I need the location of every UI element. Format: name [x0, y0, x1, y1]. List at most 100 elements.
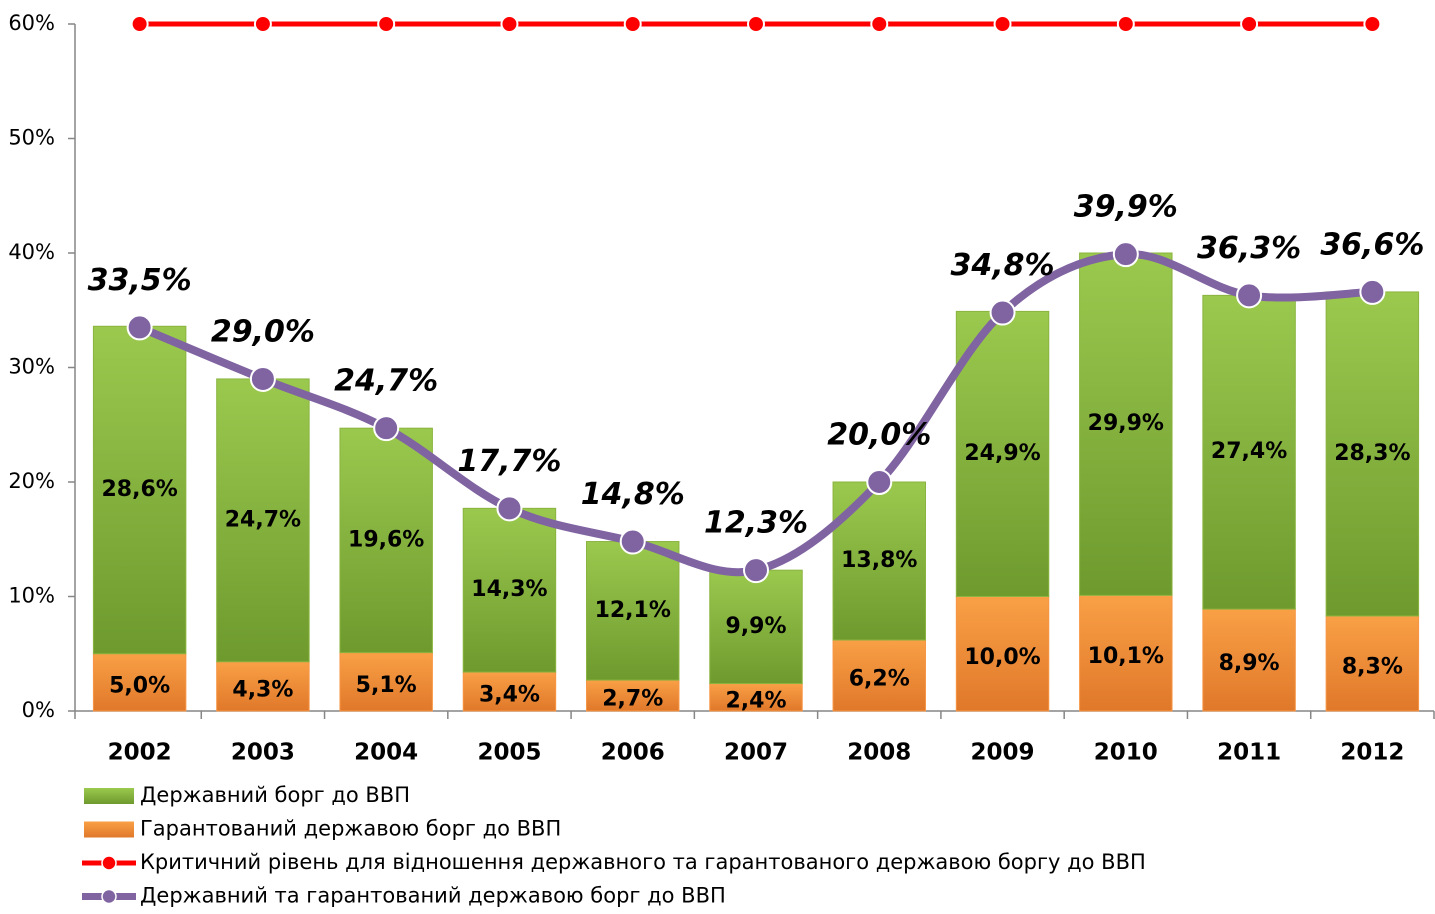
bar-value-label: 5,1% [356, 673, 417, 698]
bar-value-label: 4,3% [232, 677, 293, 702]
x-tick-label: 2006 [601, 740, 665, 766]
bar-value-label: 3,4% [479, 683, 540, 708]
line-marker [1359, 278, 1386, 305]
bar-value-label: 29,9% [1088, 411, 1164, 436]
line-marker [1363, 15, 1382, 33]
line-marker [500, 15, 519, 33]
line-value-label: 36,3% [1197, 231, 1301, 266]
x-tick-label: 2011 [1217, 740, 1281, 766]
bar-segment [216, 378, 310, 663]
bar-segment [709, 683, 803, 712]
bar-value-label: 27,4% [1211, 439, 1287, 464]
line-marker [870, 15, 889, 33]
bar-segment [586, 679, 680, 712]
bar-segment [709, 569, 803, 685]
bar-value-label: 24,9% [964, 441, 1040, 466]
bar-value-label: 6,2% [849, 667, 910, 692]
line-value-label: 12,3% [704, 506, 808, 541]
x-tick-label: 2003 [231, 740, 295, 766]
legend-label: Державний борг до ВВП [140, 783, 410, 807]
x-tick-label: 2004 [354, 740, 418, 766]
bar-value-label: 24,7% [225, 507, 301, 532]
x-tick-label: 2009 [971, 740, 1035, 766]
line-marker [623, 15, 642, 33]
legend-label: Державний та гарантований державою борг … [140, 884, 726, 908]
bar-value-label: 28,6% [101, 477, 177, 502]
bar-segment [92, 325, 187, 655]
bar-value-label: 2,7% [602, 687, 663, 712]
line-value-label: 36,6% [1320, 227, 1424, 262]
legend-swatch [84, 821, 134, 838]
bar-value-label: 5,0% [109, 673, 170, 698]
x-tick-label: 2005 [477, 740, 541, 766]
line-value-label: 34,8% [951, 248, 1055, 283]
line-marker [989, 299, 1016, 326]
bar-segment [1079, 594, 1173, 712]
bar-value-label: 13,8% [841, 548, 917, 573]
bar-segment [339, 427, 433, 654]
line-marker [747, 15, 765, 33]
bar-segment [955, 310, 1050, 597]
line-marker [377, 15, 396, 33]
line-marker [1116, 15, 1135, 33]
x-tick-label: 2002 [108, 740, 172, 766]
y-tick-label: 30% [8, 355, 55, 379]
legend-swatch [84, 788, 134, 804]
bar-segment [462, 507, 557, 673]
line-value-label: 24,7% [334, 364, 438, 399]
line-marker [1240, 15, 1259, 33]
y-tick-label: 40% [8, 240, 55, 264]
legend-swatch [101, 855, 117, 871]
bar-segment [1202, 608, 1296, 712]
legend-label: Гарантований державою борг до ВВП [140, 817, 561, 841]
line-value-label: 39,9% [1074, 190, 1178, 225]
y-tick-label: 60% [8, 11, 55, 35]
legend-label: Критичний рівень для відношення державно… [140, 850, 1146, 874]
line-marker [496, 495, 523, 522]
y-tick-label: 10% [8, 584, 55, 608]
x-tick-label: 2012 [1340, 740, 1404, 766]
line-marker [619, 528, 646, 555]
line-marker [993, 15, 1012, 33]
legend-swatch [101, 888, 117, 905]
line-value-label: 33,5% [88, 263, 192, 298]
bar-value-label: 8,9% [1219, 651, 1280, 676]
bar-segment [586, 541, 680, 681]
line-marker [866, 469, 893, 495]
line-marker [743, 557, 769, 584]
line-value-label: 17,7% [457, 444, 561, 479]
line-marker [373, 415, 400, 442]
bar-segment [92, 653, 187, 712]
line-value-label: 14,8% [581, 477, 685, 512]
x-tick-label: 2007 [724, 740, 788, 766]
bar-value-label: 14,3% [471, 577, 547, 602]
bar-segment [832, 639, 927, 712]
line-marker [253, 15, 272, 33]
line-value-label: 20,0% [827, 418, 931, 453]
line-marker [126, 314, 153, 341]
bar-value-label: 10,1% [1088, 644, 1164, 669]
bar-value-label: 9,9% [725, 614, 786, 639]
x-tick-label: 2010 [1094, 740, 1158, 766]
line-value-label: 29,0% [211, 314, 315, 349]
bar-value-label: 28,3% [1334, 441, 1410, 466]
bar-segment [1325, 291, 1420, 617]
bar-value-label: 2,4% [725, 688, 786, 713]
bar-value-label: 10,0% [964, 645, 1040, 670]
bar-segment [955, 596, 1050, 712]
bar-segment [1202, 294, 1296, 610]
y-tick-label: 0% [22, 698, 55, 722]
line-marker [1236, 282, 1263, 309]
y-tick-label: 20% [8, 469, 55, 493]
bar-value-label: 19,6% [348, 527, 424, 552]
line-marker [130, 15, 149, 33]
bar-value-label: 12,1% [595, 598, 671, 623]
line-marker [1112, 241, 1139, 268]
line-marker [249, 365, 276, 392]
y-tick-label: 50% [8, 126, 55, 150]
bar-segment [216, 661, 310, 712]
x-tick-label: 2008 [847, 740, 911, 766]
bar-value-label: 8,3% [1342, 654, 1403, 679]
bar-segment [1079, 252, 1173, 596]
